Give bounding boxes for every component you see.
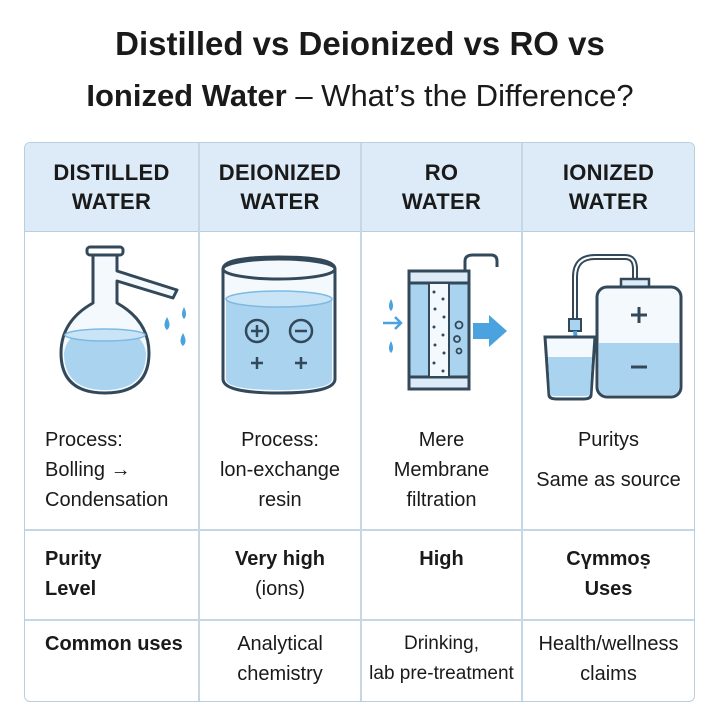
column-divider bbox=[198, 143, 200, 701]
membrane-filter-icon bbox=[383, 253, 507, 391]
header-ro: RO WATER bbox=[401, 160, 482, 214]
purity-deionized: Very high (ions) bbox=[200, 544, 360, 604]
process-ionized: Puritys Same as source bbox=[536, 429, 681, 491]
diagram-title: Distilled vs Deionized vs RO vs Ionized … bbox=[0, 18, 720, 122]
title-line-2: Ionized Water – What’s the Difference? bbox=[0, 70, 720, 122]
row-divider bbox=[25, 529, 694, 531]
comparison-table: DISTILLED WATER DEIONIZED WATER RO WATER… bbox=[24, 142, 695, 702]
uses-deionized: Analytical chemistry bbox=[237, 633, 323, 685]
table-header bbox=[25, 143, 694, 232]
process-ro: Mere Membrane filtration bbox=[393, 429, 490, 511]
process-distilled: Process: Bolling → Condensation bbox=[45, 429, 169, 511]
purity-ionized: Cүmmoṣ Uses bbox=[566, 548, 651, 600]
uses-label: Common uses bbox=[45, 633, 183, 655]
title-line-1: Distilled vs Deionized vs RO vs bbox=[115, 25, 605, 62]
purity-deionized-text: Very high bbox=[234, 548, 326, 570]
purity-label: Purity Level bbox=[45, 548, 102, 600]
header-distilled: DISTILLED WATER bbox=[53, 160, 170, 214]
header-ionized: IONIZED WATER bbox=[562, 160, 655, 214]
column-divider bbox=[521, 143, 523, 701]
column-divider bbox=[360, 143, 362, 701]
purity-ro: High bbox=[419, 548, 464, 570]
title-line-2-rest: – What’s the Difference? bbox=[286, 78, 634, 113]
row-divider bbox=[25, 619, 694, 621]
ion-exchange-beaker-icon bbox=[221, 255, 337, 395]
flask-distillation-icon bbox=[59, 245, 186, 395]
process-deionized: Process: lon-exchange resin bbox=[219, 429, 341, 511]
uses-ionized: Health/wellness claims bbox=[538, 633, 679, 685]
uses-ro: Drinking, lab pre-treatment bbox=[369, 633, 514, 684]
purity-deionized-note: (ions) bbox=[254, 578, 305, 600]
ionizer-tank-icon bbox=[543, 254, 683, 401]
header-deionized: DEIONIZED WATER bbox=[218, 160, 342, 214]
title-line-2-bold: Ionized Water bbox=[86, 78, 287, 113]
